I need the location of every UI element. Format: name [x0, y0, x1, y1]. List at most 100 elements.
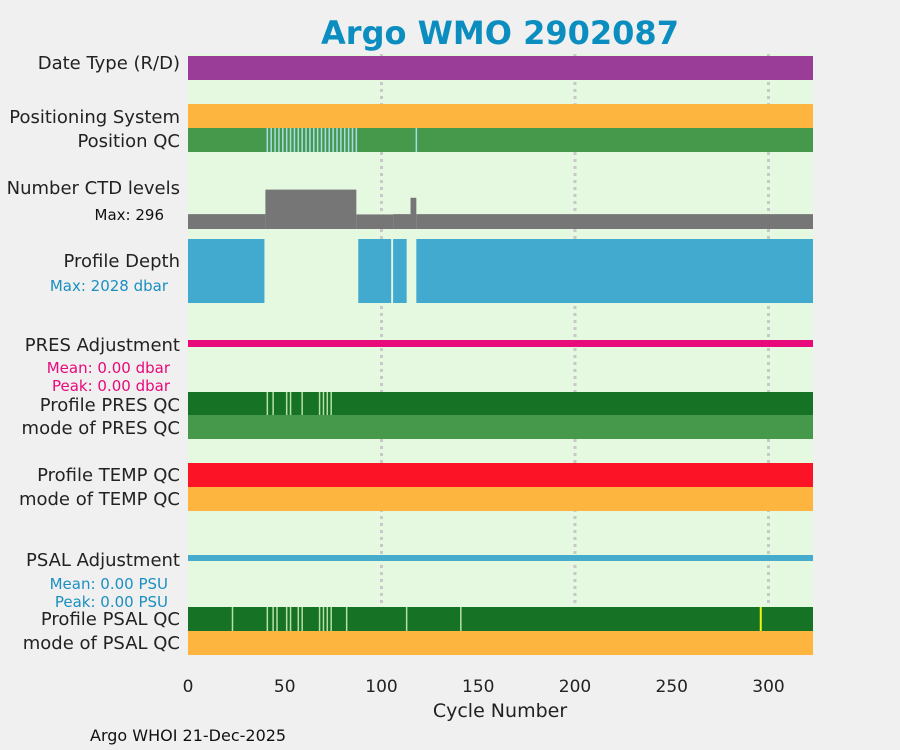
x-axis-label: Cycle Number [433, 700, 567, 722]
psal-adjustment-bar [188, 555, 813, 561]
label-position-qc: Position QC [77, 131, 180, 152]
profile-depth-bar [393, 239, 407, 303]
x-tick-label: 200 [559, 677, 591, 697]
pres-adjustment-bar [188, 340, 813, 347]
ctd-level-bar [188, 214, 266, 229]
position-qc-mark [305, 128, 307, 152]
label-mode-psal-qc: mode of PSAL QC [23, 633, 180, 654]
position-qc-mark [355, 128, 358, 152]
label-pres-adjustment: PRES Adjustment [25, 335, 180, 356]
profile-depth-bar [416, 239, 813, 303]
ctd-level-bar [393, 214, 411, 229]
position-qc-mark [332, 128, 334, 152]
profile-psal-qc-mark [318, 607, 321, 631]
profile-psal-qc-mark [289, 607, 292, 631]
position-qc-bar [188, 128, 813, 152]
position-qc-mark [266, 128, 269, 152]
label-profile-depth: Profile Depth [63, 251, 180, 272]
label-profile-temp-qc: Profile TEMP QC [37, 465, 180, 486]
position-qc-mark [301, 128, 303, 152]
x-tick-label: 150 [462, 677, 494, 697]
position-qc-mark [309, 128, 311, 152]
position-qc-mark [274, 128, 276, 152]
label-psal-peak: Peak: 0.00 PSU [55, 593, 168, 611]
position-qc-mark [313, 128, 315, 152]
profile-psal-qc-mark [326, 607, 329, 631]
profile-pres-qc-mark [301, 392, 303, 415]
chart-title: Argo WMO 2902087 [321, 14, 679, 52]
position-qc-mark [324, 128, 327, 152]
profile-psal-qc-mark [405, 607, 408, 631]
label-mode-pres-qc: mode of PRES QC [22, 418, 180, 439]
profile-pres-qc-mark [326, 392, 329, 415]
status-bars [188, 56, 813, 655]
profile-pres-qc-mark [330, 392, 332, 415]
profile-pres-qc-mark [285, 392, 288, 415]
label-psal-adjustment: PSAL Adjustment [26, 550, 180, 571]
profile-pres-qc-mark [289, 392, 292, 415]
position-qc-mark [320, 128, 323, 152]
position-qc-mark [328, 128, 331, 152]
position-qc-mark [289, 128, 292, 152]
label-pres-peak: Peak: 0.00 dbar [52, 377, 171, 395]
label-pres-mean: Mean: 0.00 dbar [47, 359, 171, 377]
position-qc-mark [351, 128, 354, 152]
profile-psal-qc-mark [301, 607, 303, 631]
mode-pres-qc-bar [188, 415, 813, 439]
label-profile-pres-qc: Profile PRES QC [40, 395, 180, 416]
plot-area [188, 54, 813, 654]
position-qc-mark [293, 128, 296, 152]
profile-psal-qc-mark [276, 607, 278, 631]
profile-psal-qc-mark [330, 607, 332, 631]
profile-psal-qc-bar [188, 607, 813, 631]
ctd-level-bar [265, 189, 357, 229]
ctd-level-bar [416, 214, 813, 229]
position-qc-mark [316, 128, 319, 152]
profile-psal-qc-mark [297, 607, 300, 631]
label-date-type: Date Type (R/D) [38, 53, 180, 74]
grid-lines [379, 54, 770, 654]
date-type-bar [188, 56, 813, 80]
position-qc-mark [336, 128, 338, 152]
position-qc-mark [415, 128, 418, 152]
label-depth-max: Max: 2028 dbar [50, 277, 169, 295]
position-qc-mark [278, 128, 280, 152]
profile-pres-qc-bar [188, 392, 813, 415]
profile-pres-qc-mark [318, 392, 321, 415]
position-qc-mark [285, 128, 288, 152]
label-profile-psal-qc: Profile PSAL QC [41, 609, 180, 630]
x-tick-label: 300 [752, 677, 784, 697]
profile-depth-bar [188, 239, 265, 303]
profile-pres-qc-mark [266, 392, 269, 415]
profile-pres-qc-mark [272, 392, 274, 415]
x-tick-label: 50 [274, 677, 296, 697]
ctd-level-bar [410, 197, 417, 229]
profile-psal-qc-mark [460, 607, 462, 631]
mode-temp-qc-bar [188, 487, 813, 511]
label-ctd-max: Max: 296 [95, 206, 164, 224]
profile-psal-qc-mark [266, 607, 269, 631]
profile-pres-qc-mark [322, 392, 325, 415]
x-axis: 0 50 100 150 200 250 300 [183, 677, 785, 697]
x-tick-label: 250 [656, 677, 688, 697]
ctd-level-bar [356, 214, 394, 229]
label-psal-mean: Mean: 0.00 PSU [50, 575, 168, 593]
profile-psal-qc-mark [345, 607, 348, 631]
label-mode-temp-qc: mode of TEMP QC [19, 489, 180, 510]
profile-psal-qc-mark [759, 607, 762, 631]
profile-psal-qc-mark [322, 607, 325, 631]
profile-psal-qc-mark [231, 607, 234, 631]
position-qc-mark [282, 128, 284, 152]
position-qc-mark [270, 128, 272, 152]
position-qc-mark [343, 128, 346, 152]
position-qc-mark [340, 128, 342, 152]
profile-depth-bar [358, 239, 392, 303]
footer-credit: Argo WHOI 21-Dec-2025 [90, 726, 286, 745]
positioning-system-bar [188, 104, 813, 128]
profile-psal-qc-mark [272, 607, 274, 631]
profile-psal-qc-mark [285, 607, 288, 631]
x-tick-label: 0 [183, 677, 194, 697]
position-qc-mark [297, 128, 300, 152]
label-positioning-system: Positioning System [9, 107, 180, 128]
